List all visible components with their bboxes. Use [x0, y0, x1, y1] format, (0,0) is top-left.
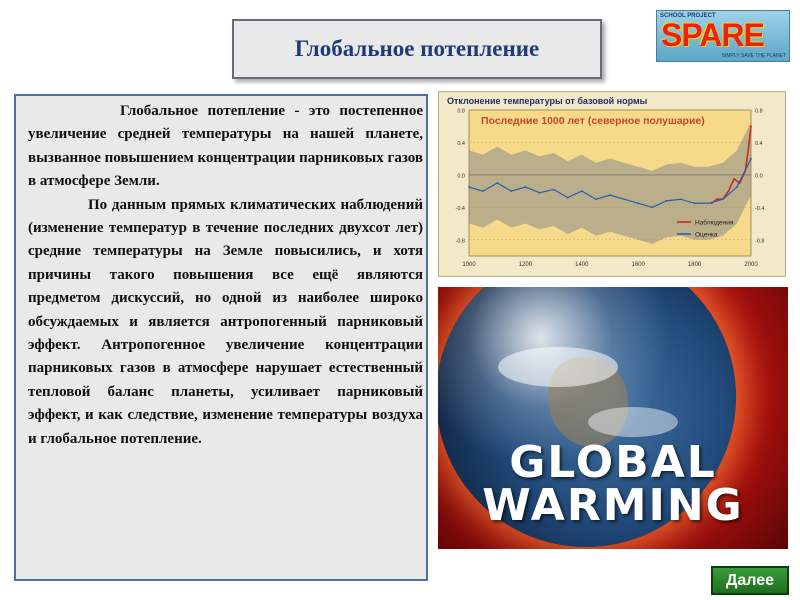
y-tick-label-right: -0.8: [755, 238, 764, 244]
uncertainty-band: [469, 122, 751, 244]
x-tick-label: 1800: [688, 262, 702, 268]
y-tick-label-left: -0.8: [456, 238, 465, 244]
spare-logo: SCHOOL PROJECT SPARE SIMPLY SAVE THE PLA…: [656, 10, 790, 62]
chart-subtitle: Последние 1000 лет (северное полушарие): [481, 115, 705, 127]
warming-text: WARMING: [482, 480, 744, 531]
y-tick-label-left: -0.4: [456, 206, 465, 212]
logo-tagline: SIMPLY SAVE THE PLANET: [721, 53, 786, 59]
data-point: [524, 186, 527, 188]
slide-title-box: Глобальное потепление: [232, 19, 602, 79]
next-button[interactable]: Далее: [711, 566, 789, 595]
text-panel: Глобальное потепление - это постепенное …: [14, 94, 428, 581]
data-point: [623, 198, 625, 201]
data-point: [747, 149, 750, 152]
chart-title: Отклонение температуры от базовой нормы: [447, 96, 648, 106]
x-tick-label: 2000: [744, 262, 758, 268]
logo-brand: SPARE: [661, 17, 765, 53]
y-tick-label-left: 0.0: [457, 173, 465, 179]
y-tick-label-right: 0.8: [755, 109, 763, 115]
data-point: [750, 157, 752, 160]
x-tick-label: 1400: [575, 262, 589, 268]
x-tick-label: 1200: [519, 262, 533, 268]
data-point: [566, 196, 569, 199]
data-point: [665, 199, 668, 202]
data-point: [595, 198, 597, 201]
y-tick-label-left: 0.8: [457, 109, 465, 115]
legend-label: Наблюдения: [695, 219, 734, 227]
data-point: [750, 125, 752, 128]
data-point: [580, 190, 583, 193]
temperature-chart-svg: Отклонение температуры от базовой нормы П…: [447, 96, 764, 268]
x-tick-label: 1000: [462, 262, 476, 268]
data-point: [679, 198, 682, 201]
legend-label: Оценка: [695, 232, 718, 239]
temperature-chart: Отклонение температуры от базовой нормы П…: [438, 91, 786, 277]
global-text: GLOBAL: [509, 437, 717, 488]
data-point: [482, 190, 484, 193]
data-point: [716, 198, 719, 201]
data-point: [651, 206, 654, 209]
data-point: [538, 191, 541, 194]
cloud-graphic: [498, 347, 618, 387]
slide-title: Глобальное потепление: [294, 36, 540, 61]
data-point: [609, 194, 611, 197]
data-point: [637, 202, 640, 205]
data-point: [736, 186, 738, 188]
data-point: [707, 202, 710, 205]
y-tick-label-right: 0.0: [755, 173, 763, 179]
data-point: [721, 198, 724, 201]
y-tick-label-left: 0.4: [457, 141, 465, 147]
data-point: [496, 182, 499, 184]
data-point: [693, 202, 696, 205]
data-point: [733, 178, 735, 180]
y-tick-label-right: -0.4: [755, 206, 764, 212]
data-point: [552, 188, 555, 191]
text-panel-content: Глобальное потепление - это постепенное …: [28, 100, 423, 451]
data-point: [468, 186, 470, 188]
data-point: [727, 190, 730, 193]
paragraph-observations: По данным прямых климатических наблюдени…: [28, 196, 423, 447]
paragraph-definition: Глобальное потепление - это постепенное …: [28, 103, 423, 190]
global-warming-image: GLOBAL WARMING: [438, 287, 788, 549]
logo-small-text: SCHOOL PROJECT: [660, 13, 716, 19]
y-tick-label-right: 0.4: [755, 141, 763, 147]
next-button-label: Далее: [725, 571, 775, 589]
x-tick-label: 1600: [632, 262, 646, 268]
cloud-graphic: [588, 407, 678, 437]
data-point: [510, 190, 513, 193]
